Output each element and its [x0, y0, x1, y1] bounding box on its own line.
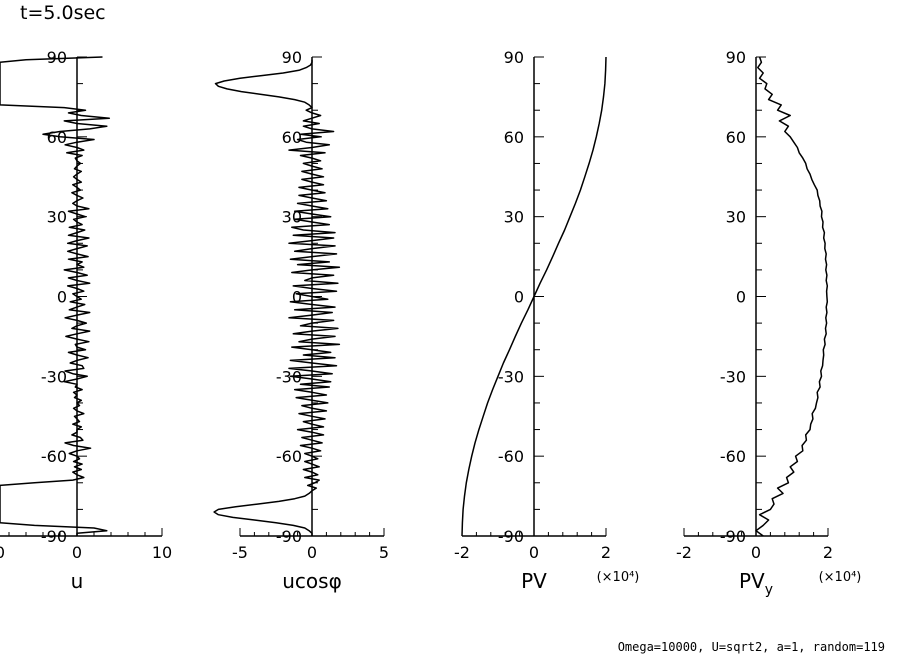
panel-pvy: -90 -60 -30 0 30 60 90 -2 0 2 (×10⁴) PVy	[676, 48, 861, 598]
xlabel-text-pvy: PV	[739, 569, 765, 593]
y-tick-label-pv: -90	[498, 527, 524, 546]
panel-pv: -90 -60 -30 0 30 60 90 -2 0 2 (×10⁴) PV	[454, 48, 639, 593]
y-tick-label-ucos: 0	[292, 288, 302, 307]
x-tick-label-ucos: 5	[379, 543, 389, 562]
y-tick-label-u: -90	[41, 527, 67, 546]
xlabel-u: u	[71, 569, 84, 593]
y-tick-label-pvy: 60	[726, 128, 746, 147]
panels: -90-60-300306090-10010u-90-60-300306090-…	[0, 48, 861, 598]
y-tick-label-pv: 30	[504, 208, 524, 227]
x-tick-label-pv: -2	[454, 543, 470, 562]
xlabel-text-ucos: ucosφ	[282, 569, 342, 593]
x-tick-label-u: 0	[72, 543, 82, 562]
x-tick-label-pvy: -2	[676, 543, 692, 562]
xlabel-text-u: u	[71, 569, 84, 593]
y-tick-label-pvy: -60	[720, 447, 746, 466]
y-tick-label-pv: 60	[504, 128, 524, 147]
y-tick-label-pvy: 0	[736, 288, 746, 307]
y-tick-label-pv: -30	[498, 367, 524, 386]
xlabel-text-pv: PV	[521, 569, 547, 593]
y-tick-label-u: 90	[47, 48, 67, 67]
xlabel-ucos: ucosφ	[282, 569, 342, 593]
x-tick-label-pvy: 2	[823, 543, 833, 562]
multiplier-pv: (×10⁴)	[597, 570, 640, 585]
y-tick-label-ucos: -90	[276, 527, 302, 546]
series-line-ucos-0	[213, 59, 341, 536]
xlabel-pvy: PVy	[739, 569, 773, 598]
y-tick-label-ucos: 30	[282, 208, 302, 227]
y-tick-label-u: -60	[41, 447, 67, 466]
x-tick-label-ucos: -5	[232, 543, 248, 562]
y-tick-label-pvy: 30	[726, 208, 746, 227]
x-tick-label-u: -10	[0, 543, 5, 562]
y-tick-label-ucos: -60	[276, 447, 302, 466]
multiplier-pvy: (×10⁴)	[819, 570, 862, 585]
xlabel-subscript-pvy: y	[765, 582, 773, 598]
series-line-pvy-0	[755, 56, 829, 537]
y-tick-label-pvy: -90	[720, 527, 746, 546]
y-tick-label-u: -30	[41, 367, 67, 386]
params-footer: Omega=10000, U=sqrt2, a=1, random=119	[618, 640, 885, 654]
y-tick-label-pv: 0	[514, 288, 524, 307]
x-tick-label-pv: 0	[529, 543, 539, 562]
y-tick-label-pvy: 90	[726, 48, 746, 67]
y-tick-label-pv: -60	[498, 447, 524, 466]
time-label: t=5.0sec	[20, 2, 106, 24]
xlabel-pv: PV	[521, 569, 547, 593]
x-tick-label-pv: 2	[601, 543, 611, 562]
y-tick-label-pvy: -30	[720, 367, 746, 386]
y-tick-label-ucos: 90	[282, 48, 302, 67]
series-line-u-0	[0, 56, 111, 536]
x-tick-label-ucos: 0	[307, 543, 317, 562]
y-tick-label-u: 30	[47, 208, 67, 227]
x-tick-label-u: 10	[152, 543, 172, 562]
y-tick-label-ucos: 60	[282, 128, 302, 147]
series-line-pv-0	[461, 56, 607, 537]
y-tick-label-pv: 90	[504, 48, 524, 67]
y-tick-label-u: 0	[57, 288, 67, 307]
x-tick-label-pvy: 0	[751, 543, 761, 562]
y-tick-label-ucos: -30	[276, 367, 302, 386]
panel-ucos: -90 -60 -30 0 30 60 90 -5 0 5 ucosφ	[213, 48, 389, 593]
